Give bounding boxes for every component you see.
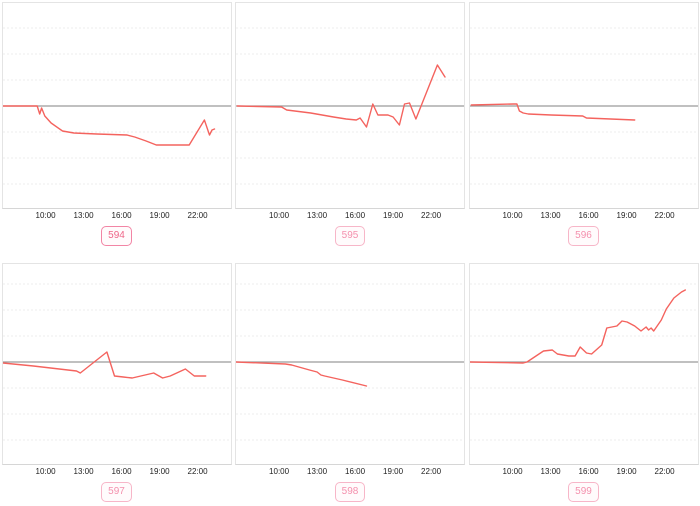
- x-axis-tick-labels-597: 10:00 13:00 16:00 19:00 22:00: [3, 465, 231, 478]
- x-tick-label: 13:00: [73, 467, 94, 476]
- x-tick-label: 13:00: [540, 211, 561, 220]
- x-tick-label: 16:00: [578, 211, 599, 220]
- x-tick-label: 16:00: [111, 211, 132, 220]
- chart-cell-596: 10:00 13:00 16:00 19:00 22:00 596: [467, 0, 700, 248]
- x-axis-tick-labels-599: 10:00 13:00 16:00 19:00 22:00: [470, 465, 698, 478]
- x-tick-label: 10:00: [269, 211, 290, 220]
- x-tick-label: 19:00: [149, 211, 170, 220]
- x-tick-label: 13:00: [540, 467, 561, 476]
- line-chart-595: [235, 2, 465, 209]
- x-tick-label: 13:00: [307, 211, 328, 220]
- x-tick-label: 19:00: [616, 211, 637, 220]
- x-tick-label: 22:00: [654, 211, 675, 220]
- x-axis-tick-labels-598: 10:00 13:00 16:00 19:00 22:00: [236, 465, 464, 478]
- badge-row: 597: [0, 478, 233, 504]
- badge-row: 594: [0, 222, 233, 248]
- chart-cell-598: 10:00 13:00 16:00 19:00 22:00 598: [233, 248, 467, 504]
- line-chart-596: [468, 2, 699, 209]
- line-chart-598: [235, 263, 465, 465]
- x-tick-label: 22:00: [654, 467, 675, 476]
- line-chart-599: [468, 263, 699, 465]
- chart-number-badge-598[interactable]: 598: [334, 482, 366, 502]
- x-tick-label: 10:00: [502, 211, 523, 220]
- chart-number-badge-597[interactable]: 597: [101, 482, 132, 502]
- chart-number-badge-595[interactable]: 595: [334, 226, 366, 246]
- chart-number-badge-599[interactable]: 599: [568, 482, 599, 502]
- chart-number-badge-594[interactable]: 594: [101, 226, 132, 246]
- badge-row: 596: [467, 222, 700, 248]
- x-tick-label: 10:00: [269, 467, 290, 476]
- chart-number-badge-596[interactable]: 596: [568, 226, 599, 246]
- chart-cell-594: 10:00 13:00 16:00 19:00 22:00 594: [0, 0, 233, 248]
- chart-cell-599: 10:00 13:00 16:00 19:00 22:00 599: [467, 248, 700, 504]
- x-tick-label: 13:00: [73, 211, 94, 220]
- x-tick-label: 22:00: [187, 211, 208, 220]
- x-axis-tick-labels-595: 10:00 13:00 16:00 19:00 22:00: [236, 209, 464, 222]
- chart-cell-595: 10:00 13:00 16:00 19:00 22:00 595: [233, 0, 467, 248]
- line-chart-594: [1, 2, 232, 209]
- x-tick-label: 19:00: [616, 467, 637, 476]
- x-tick-label: 19:00: [149, 467, 170, 476]
- badge-row: 598: [233, 478, 467, 504]
- x-axis-tick-labels-594: 10:00 13:00 16:00 19:00 22:00: [3, 209, 231, 222]
- x-tick-label: 16:00: [345, 467, 366, 476]
- x-tick-label: 19:00: [383, 467, 404, 476]
- badge-row: 595: [233, 222, 467, 248]
- x-axis-tick-labels-596: 10:00 13:00 16:00 19:00 22:00: [470, 209, 698, 222]
- x-tick-label: 22:00: [421, 211, 442, 220]
- x-tick-label: 19:00: [383, 211, 404, 220]
- x-tick-label: 10:00: [502, 467, 523, 476]
- x-tick-label: 13:00: [307, 467, 328, 476]
- x-tick-label: 16:00: [345, 211, 366, 220]
- x-tick-label: 10:00: [35, 467, 56, 476]
- x-tick-label: 22:00: [187, 467, 208, 476]
- line-chart-597: [1, 263, 232, 465]
- chart-grid-row-2: 10:00 13:00 16:00 19:00 22:00 597 10:00 13:00…: [0, 248, 700, 504]
- chart-cell-597: 10:00 13:00 16:00 19:00 22:00 597: [0, 248, 233, 504]
- x-tick-label: 22:00: [421, 467, 442, 476]
- chart-grid-row-1: 10:00 13:00 16:00 19:00 22:00 594 10:00 13:00…: [0, 0, 700, 248]
- x-tick-label: 10:00: [35, 211, 56, 220]
- x-tick-label: 16:00: [111, 467, 132, 476]
- badge-row: 599: [467, 478, 700, 504]
- x-tick-label: 16:00: [578, 467, 599, 476]
